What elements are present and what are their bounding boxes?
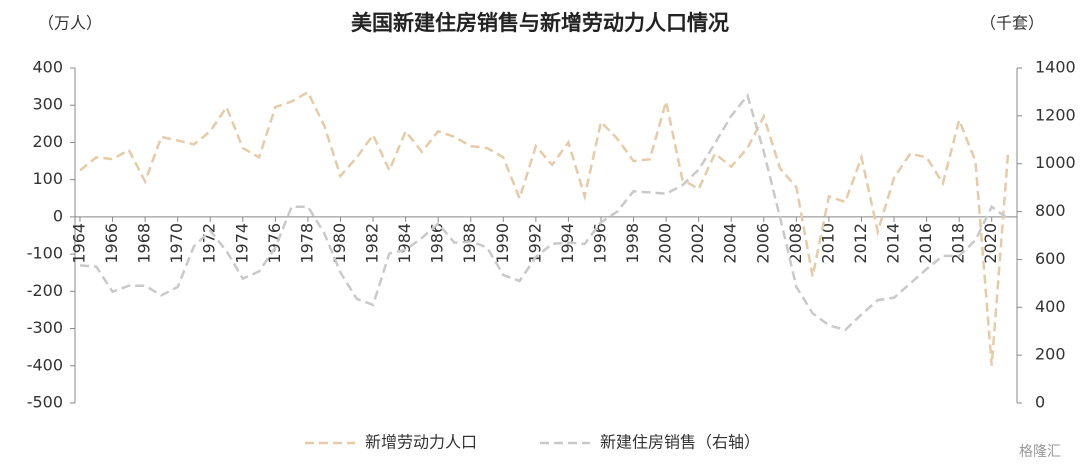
x-tick-label: 1988 (460, 223, 479, 264)
y2-axis-label: （千套） (980, 14, 1044, 33)
x-tick-label: 1980 (330, 223, 349, 264)
x-tick-label: 1990 (493, 223, 512, 264)
y2-tick-label: 0 (1035, 393, 1045, 412)
x-tick-label: 2012 (851, 223, 870, 264)
x-tick-label: 2014 (884, 223, 903, 264)
y2-tick-label: 1000 (1035, 153, 1076, 172)
x-tick-label: 1982 (363, 223, 382, 264)
y-tick-label: -400 (27, 355, 63, 374)
x-tick-label: 1978 (297, 223, 316, 264)
y2-tick-label: 200 (1035, 345, 1066, 364)
x-tick-label: 1964 (70, 223, 89, 264)
y-tick-label: -100 (27, 244, 63, 263)
legend-label: 新增劳动力人口 (365, 433, 477, 452)
x-tick-label: 1968 (135, 223, 154, 264)
x-tick-label: 1984 (395, 223, 414, 264)
x-tick-label: 2018 (949, 223, 968, 264)
y2-tick-label: 800 (1035, 201, 1066, 220)
watermark: 格隆汇 (1019, 444, 1061, 460)
y-axis-label: （万人） (38, 14, 102, 33)
x-tick-label: 2006 (753, 223, 772, 264)
x-tick-label: 1974 (232, 223, 251, 264)
x-tick-label: 2002 (688, 223, 707, 264)
y-tick-label: 400 (32, 58, 63, 77)
x-tick-label: 2000 (656, 223, 675, 264)
series-line (79, 90, 1010, 366)
y-tick-label: -500 (27, 393, 63, 412)
y-tick-label: 0 (53, 206, 63, 225)
x-tick-label: 1996 (590, 223, 609, 264)
x-tick-label: 1966 (102, 223, 121, 264)
y-tick-label: -300 (27, 318, 63, 337)
x-tick-label: 1976 (265, 223, 284, 264)
y2-tick-label: 600 (1035, 249, 1066, 268)
y-tick-label: 200 (32, 132, 63, 151)
x-tick-label: 2004 (721, 223, 740, 264)
x-tick-label: 2020 (981, 223, 1000, 264)
y2-tick-label: 1200 (1035, 105, 1076, 124)
legend-label: 新建住房销售（右轴） (600, 433, 760, 452)
x-tick-label: 1970 (167, 223, 186, 264)
series-line (79, 92, 1009, 332)
chart-title: 美国新建住房销售与新增劳动力人口情况 (351, 11, 729, 35)
x-tick-label: 1992 (525, 223, 544, 264)
x-tick-label: 2010 (818, 223, 837, 264)
x-tick-label: 1998 (623, 223, 642, 264)
y2-tick-label: 400 (1035, 297, 1066, 316)
y-tick-label: 100 (32, 169, 63, 188)
x-tick-label: 2016 (916, 223, 935, 264)
y2-tick-label: 1400 (1035, 58, 1076, 77)
x-tick-label: 1972 (200, 223, 219, 264)
x-tick-label: 2008 (786, 223, 805, 264)
x-tick-label: 1986 (428, 223, 447, 264)
y-tick-label: 300 (32, 95, 63, 114)
y-tick-label: -200 (27, 281, 63, 300)
